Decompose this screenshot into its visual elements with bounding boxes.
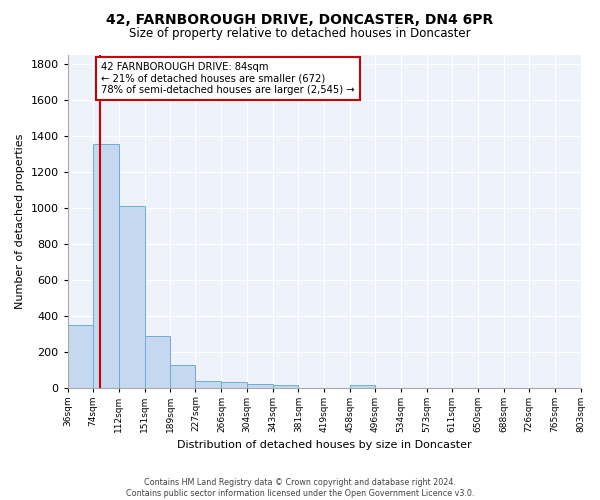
Bar xyxy=(170,365,196,388)
Bar xyxy=(93,144,119,388)
Bar xyxy=(119,206,145,388)
Bar xyxy=(247,384,273,388)
Bar xyxy=(68,326,93,388)
Bar xyxy=(145,336,170,388)
Text: 42 FARNBOROUGH DRIVE: 84sqm
← 21% of detached houses are smaller (672)
78% of se: 42 FARNBOROUGH DRIVE: 84sqm ← 21% of det… xyxy=(101,62,355,95)
Bar xyxy=(221,382,247,388)
Bar xyxy=(196,381,221,388)
Y-axis label: Number of detached properties: Number of detached properties xyxy=(15,134,25,310)
Bar xyxy=(273,385,298,388)
Text: Size of property relative to detached houses in Doncaster: Size of property relative to detached ho… xyxy=(129,28,471,40)
Bar xyxy=(350,384,375,388)
X-axis label: Distribution of detached houses by size in Doncaster: Distribution of detached houses by size … xyxy=(177,440,472,450)
Text: Contains HM Land Registry data © Crown copyright and database right 2024.
Contai: Contains HM Land Registry data © Crown c… xyxy=(126,478,474,498)
Text: 42, FARNBOROUGH DRIVE, DONCASTER, DN4 6PR: 42, FARNBOROUGH DRIVE, DONCASTER, DN4 6P… xyxy=(106,12,494,26)
